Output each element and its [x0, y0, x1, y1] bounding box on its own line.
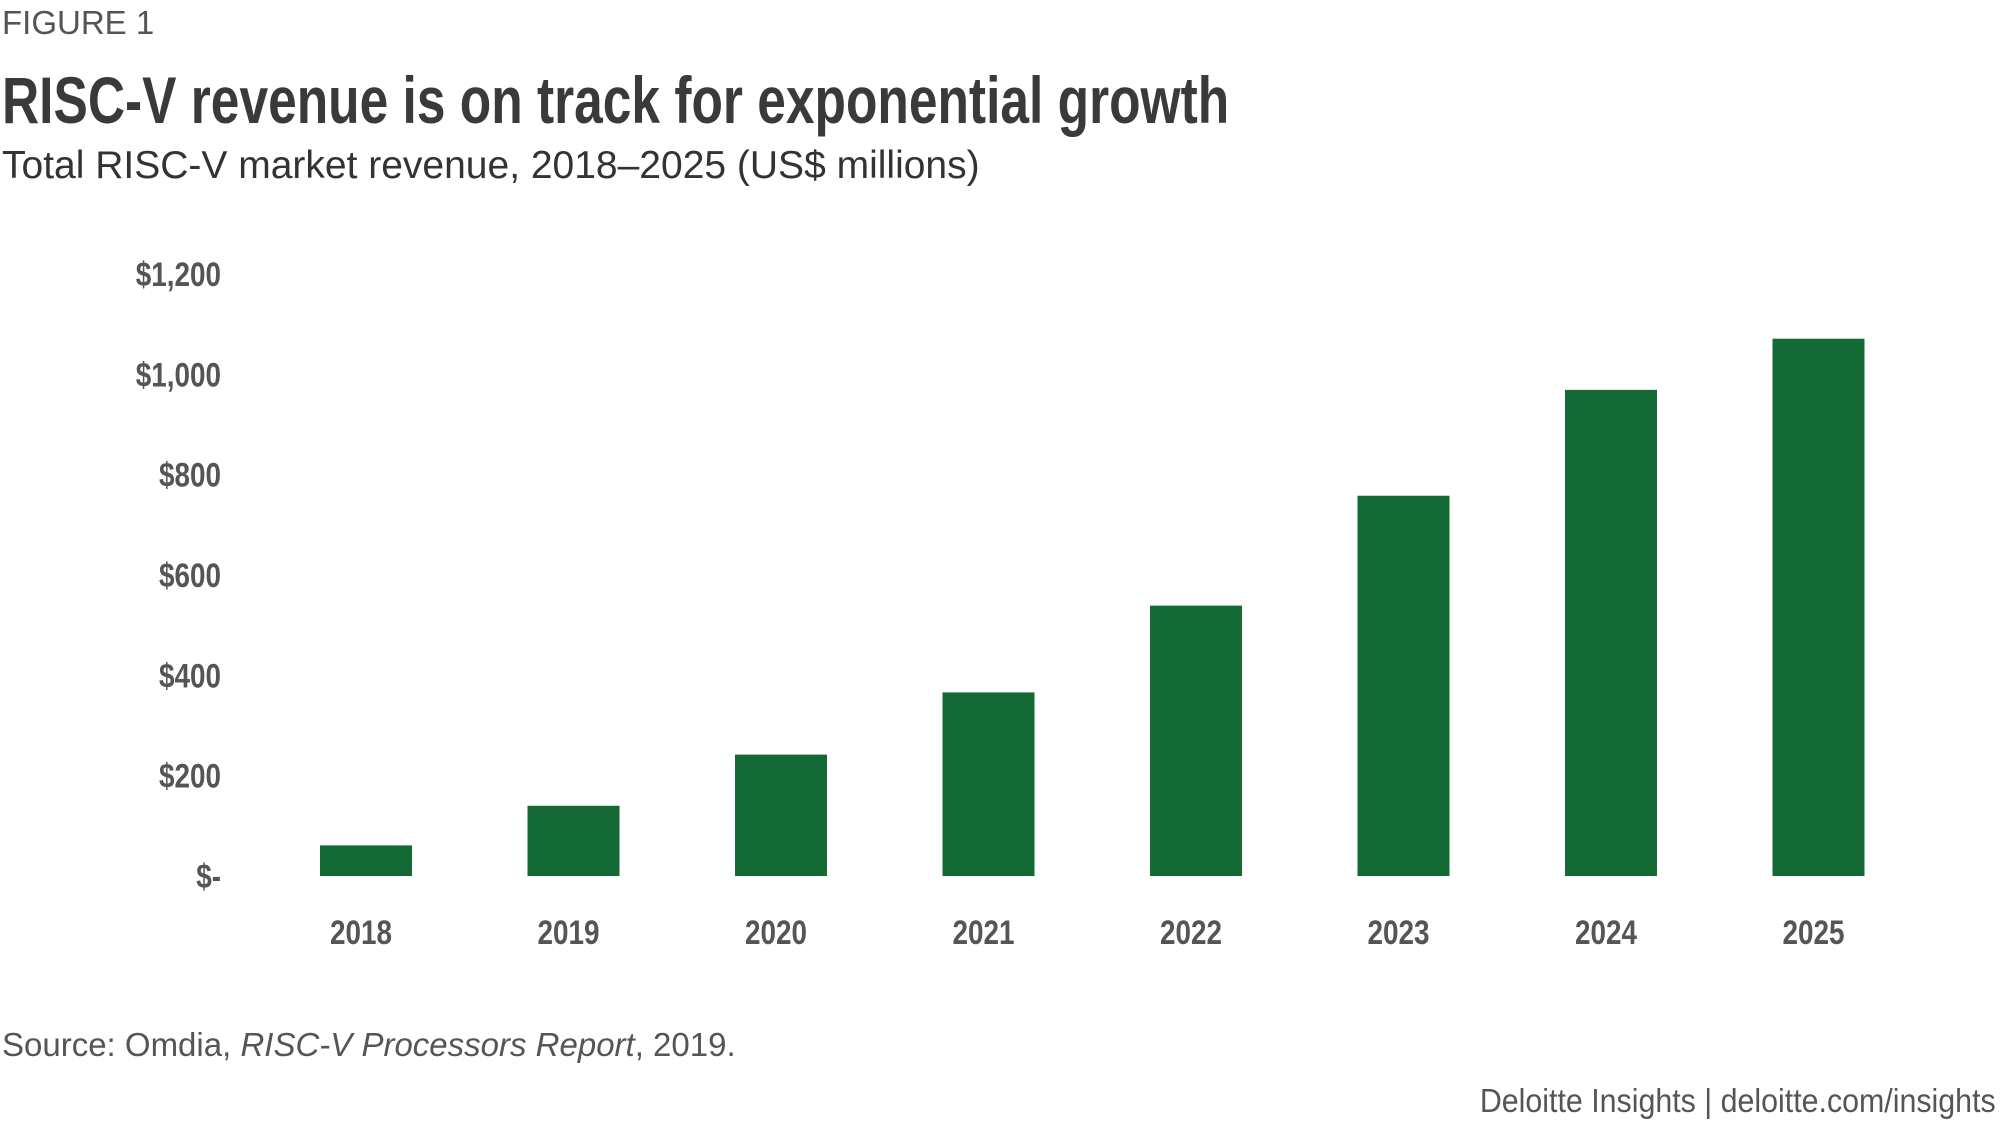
- source-note: Source: Omdia, RISC-V Processors Report,…: [2, 1026, 736, 1064]
- figure-label: FIGURE 1: [2, 4, 155, 41]
- bar-2024: [1565, 389, 1657, 876]
- bar-2018: [320, 845, 412, 876]
- x-tick-label: 2018: [330, 913, 392, 951]
- bar-2021: [942, 692, 1035, 876]
- y-tick-label: $-: [196, 857, 221, 895]
- y-tick-label: $800: [159, 456, 221, 494]
- bar-2025: [1772, 338, 1865, 877]
- x-tick-label: 2022: [1160, 913, 1222, 951]
- source-report-title: RISC-V Processors Report: [240, 1026, 635, 1063]
- source-suffix: , 2019.: [634, 1026, 736, 1063]
- y-tick-label: $1,200: [136, 255, 221, 293]
- bar-2023: [1357, 495, 1450, 876]
- x-tick-label: 2021: [953, 913, 1015, 951]
- x-tick-label: 2023: [1368, 913, 1430, 951]
- footer-credit: Deloitte Insights | deloitte.com/insight…: [1480, 1082, 1996, 1119]
- chart-subtitle: Total RISC-V market revenue, 2018–2025 (…: [2, 144, 980, 187]
- y-tick-label: $200: [159, 757, 221, 795]
- y-tick-label: $600: [159, 556, 221, 594]
- x-tick-label: 2024: [1575, 913, 1638, 951]
- y-tick-label: $1,000: [136, 356, 221, 394]
- y-tick-label: $400: [159, 657, 221, 695]
- x-tick-label: 2020: [745, 913, 807, 951]
- chart-title: RISC-V revenue is on track for exponenti…: [2, 63, 1230, 137]
- source-prefix: Source: Omdia,: [2, 1026, 241, 1063]
- bar-2019: [527, 805, 620, 876]
- bar-2022: [1150, 605, 1242, 876]
- bar-2020: [735, 754, 827, 876]
- x-tick-label: 2019: [538, 913, 600, 951]
- x-tick-label: 2025: [1783, 913, 1845, 951]
